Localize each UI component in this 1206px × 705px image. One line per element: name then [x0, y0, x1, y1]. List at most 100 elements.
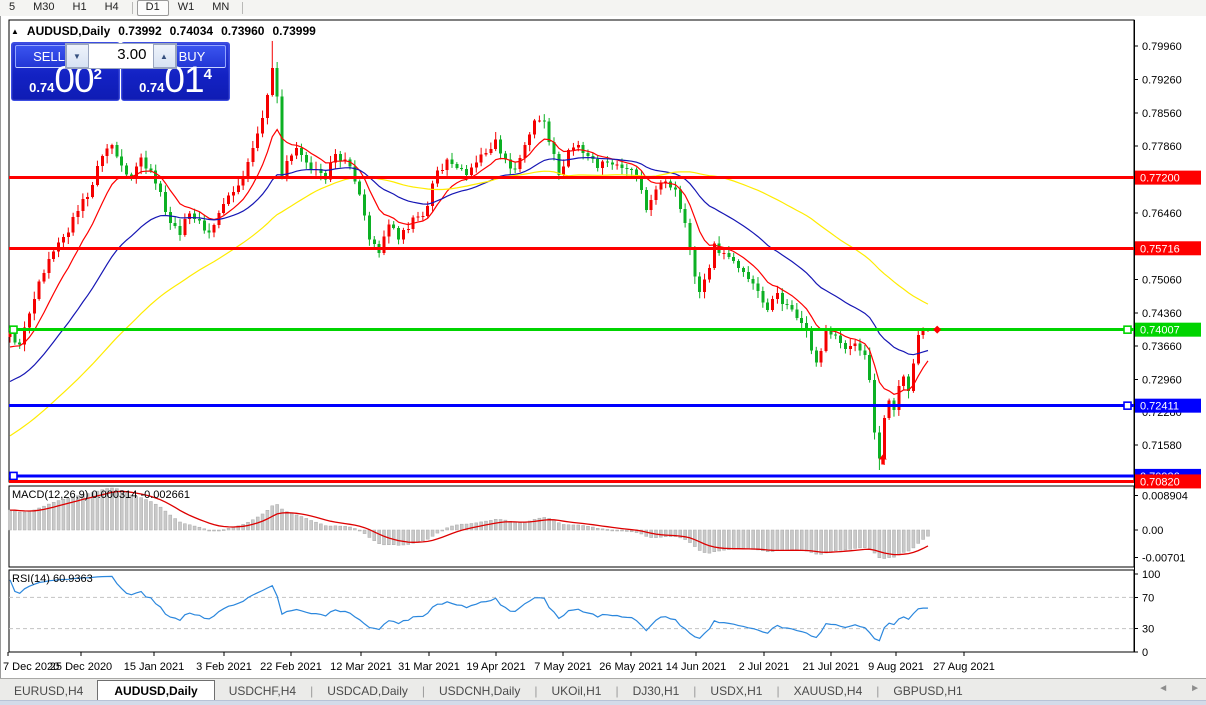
timeframe-button-w1[interactable]: W1 — [177, 1, 195, 13]
trade-marker-icon — [933, 325, 942, 334]
timeframe-button-h1[interactable]: H1 — [72, 1, 87, 13]
tab-usdcnh-daily[interactable]: USDCNH,Daily — [439, 684, 521, 698]
axis-price-flag — [1135, 170, 1201, 185]
tab-separator: | — [876, 684, 880, 698]
sell-price-pip: 2 — [93, 66, 102, 83]
timeframe-button-5[interactable]: 5 — [9, 1, 16, 13]
chart-tab-bar: EURUSD,H4 AUDUSD,Daily USDCHF,H4 | USDCAD,Da… — [0, 678, 1206, 702]
tab-dj30-h1[interactable]: DJ30,H1 — [632, 684, 680, 698]
ohlc-high: 0.74034 — [169, 24, 214, 38]
date-label: 14 Jun 2021 — [666, 661, 727, 673]
tab-separator: | — [615, 684, 619, 698]
macd-name: MACD(12,26,9) — [12, 489, 89, 501]
axis-label: -0.00701 — [1142, 552, 1185, 564]
trade-marker-icon — [878, 454, 887, 465]
rsi-line — [9, 575, 928, 642]
tab-audusd-daily[interactable]: AUDUSD,Daily — [97, 680, 215, 702]
date-label: 19 Apr 2021 — [466, 661, 525, 673]
chart-canvas[interactable]: 0.79960 0.79260 0.78560 0.77860 0.76460 0.750… — [1, 16, 1206, 678]
axis-label: 0.73660 — [1142, 341, 1182, 353]
date-label: 15 Jan 2021 — [124, 661, 185, 673]
axis-label: 30 — [1142, 624, 1154, 636]
date-label: 12 Mar 2021 — [330, 661, 392, 673]
tab-gbpusd-h1[interactable]: GBPUSD,H1 — [893, 684, 963, 698]
axis-label: 0.79960 — [1142, 41, 1182, 53]
ohlc-open: 0.73992 — [118, 24, 162, 38]
axis-price-flag — [1135, 474, 1201, 489]
date-label: 26 May 2021 — [599, 661, 663, 673]
level-handle — [9, 325, 18, 334]
tab-separator: | — [310, 684, 314, 698]
tab-separator: | — [534, 684, 538, 698]
date-label: 7 May 2021 — [534, 661, 591, 673]
axis-price-flag — [1135, 398, 1201, 413]
volume-field[interactable]: 3.00 — [117, 46, 147, 63]
sell-price-prefix: 0.74 — [29, 80, 55, 95]
ma-mid-line — [9, 156, 929, 383]
macd-value-signal: -0.002661 — [140, 489, 190, 501]
axis-label: 0.75060 — [1142, 275, 1182, 287]
date-label: 2 Jul 2021 — [739, 661, 790, 673]
ohlc-close: 0.73999 — [272, 24, 316, 38]
macd-value-main: 0.000314 — [91, 489, 138, 501]
tab-usdx-h1[interactable]: USDX,H1 — [710, 684, 763, 698]
date-label: 9 Aug 2021 — [868, 661, 924, 673]
macd-histogram — [8, 487, 930, 559]
toolbar-separator — [131, 2, 133, 14]
rsi-indicator-label: RSI(14) 60.9363 — [12, 573, 93, 585]
volume-decrease-icon[interactable]: ▼ — [65, 44, 89, 68]
axis-price-flag — [1135, 241, 1201, 256]
timeframe-toolbar: 5 M30 H1 H4 D1 W1 MN — [0, 0, 1206, 17]
date-label: 21 Jul 2021 — [803, 661, 860, 673]
tab-scroll-left-icon[interactable]: ◄ — [1158, 683, 1169, 694]
ma-slow-line — [9, 170, 929, 437]
rsi-name: RSI(14) — [12, 573, 50, 585]
axis-label: 0.72411 — [1140, 401, 1179, 413]
axis-label: 70 — [1142, 592, 1154, 604]
axis-label: 0 — [1142, 647, 1148, 659]
tab-eurusd-h4[interactable]: EURUSD,H4 — [14, 684, 84, 698]
timeframe-button-h4[interactable]: H4 — [104, 1, 119, 13]
tab-usdchf-h4[interactable]: USDCHF,H4 — [228, 684, 297, 698]
level-handle — [1123, 401, 1132, 410]
axis-label: 100 — [1142, 569, 1160, 581]
timeframe-button-mn[interactable]: MN — [212, 1, 230, 13]
ohlc-low: 0.73960 — [221, 24, 265, 38]
volume-increase-icon[interactable]: ▲ — [152, 44, 176, 68]
rsi-pane — [8, 569, 1135, 653]
axis-label: 0.77200 — [1140, 173, 1180, 185]
candles — [8, 40, 930, 470]
buy-price-prefix: 0.74 — [139, 80, 165, 95]
tab-xauusd-h4[interactable]: XAUUSD,H4 — [793, 684, 863, 698]
chart-window[interactable]: 0.79960 0.79260 0.78560 0.77860 0.76460 0.750… — [0, 16, 1206, 678]
macd-indicator-label: MACD(12,26,9) 0.000314 -0.002661 — [12, 489, 190, 501]
tab-scroll-arrows: ◄ ► — [1158, 683, 1200, 694]
axis-label: 0.77860 — [1142, 141, 1182, 153]
tab-separator: | — [776, 684, 780, 698]
axis-label: 0.71580 — [1142, 440, 1182, 452]
timeframe-button-m30[interactable]: M30 — [33, 1, 55, 13]
tab-scroll-right-icon[interactable]: ► — [1190, 683, 1200, 694]
axis-label: 0.72960 — [1142, 375, 1182, 387]
tab-usdcad-daily[interactable]: USDCAD,Daily — [327, 684, 408, 698]
date-label: 7 Dec 2020 — [3, 661, 59, 673]
date-label: 22 Feb 2021 — [260, 661, 322, 673]
axis-price-flag — [1135, 322, 1201, 337]
date-label: 27 Aug 2021 — [933, 661, 995, 673]
axis-label: 0.74360 — [1142, 308, 1182, 320]
axis-label: 0.75716 — [1140, 243, 1180, 255]
one-click-collapse-icon[interactable]: ▲ — [11, 26, 19, 36]
axis-label: 0.70820 — [1140, 476, 1180, 488]
macd-pane — [8, 485, 1135, 568]
rsi-value: 60.9363 — [52, 573, 93, 585]
date-label: 3 Feb 2021 — [196, 661, 252, 673]
chart-title: ▲ AUDUSD,Daily 0.73992 0.74034 0.73960 0… — [11, 24, 316, 38]
buy-price-pip: 4 — [203, 66, 212, 83]
tab-ukoil-h1[interactable]: UKOil,H1 — [551, 684, 602, 698]
timeframe-button-d1[interactable]: D1 — [136, 0, 169, 16]
toolbar-separator — [242, 2, 244, 14]
level-handle — [9, 471, 18, 481]
tab-separator: | — [421, 684, 425, 698]
date-label: 25 Dec 2020 — [50, 661, 112, 673]
date-label: 31 Mar 2021 — [398, 661, 460, 673]
